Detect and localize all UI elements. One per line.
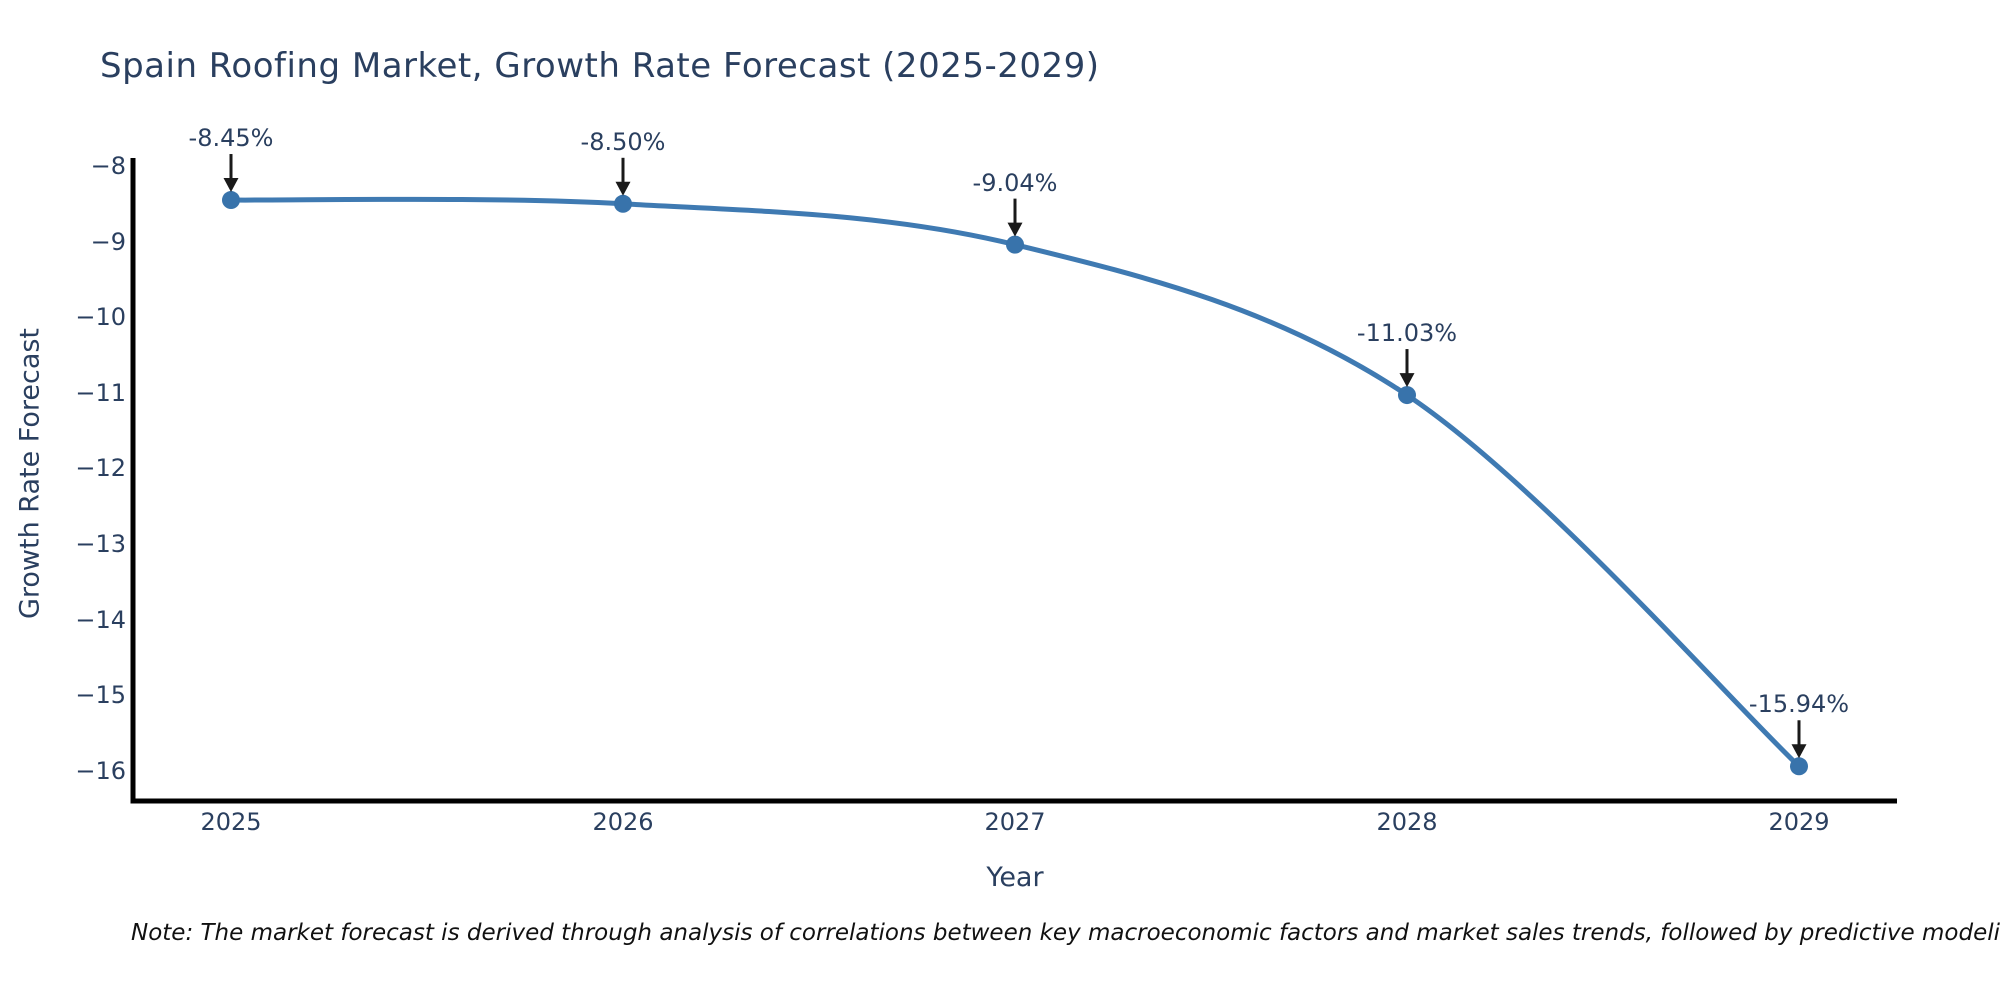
data-point-label: -8.45% — [188, 124, 274, 153]
y-tick-label: −15 — [75, 681, 126, 710]
x-tick-label: 2026 — [592, 808, 654, 836]
data-point-label: -9.04% — [972, 168, 1058, 197]
y-tick-label: −14 — [75, 605, 126, 634]
y-tick-label: −11 — [75, 378, 126, 407]
annotation-arrowhead — [1399, 373, 1415, 388]
data-point-marker — [1790, 757, 1808, 776]
x-axis-title: Year — [986, 862, 1044, 893]
y-tick-label: −8 — [90, 152, 126, 180]
data-point-label: -8.50% — [580, 127, 666, 156]
data-point-marker — [614, 194, 632, 213]
x-tick-label: 2027 — [984, 808, 1046, 836]
data-point-label: -15.94% — [1748, 690, 1850, 719]
chart-footnote: Note: The market forecast is derived thr… — [131, 920, 2000, 946]
data-point-marker — [222, 191, 240, 210]
annotation-arrowhead — [1791, 744, 1807, 759]
y-tick-label: −10 — [75, 303, 126, 332]
forecast-line — [228, 196, 1802, 769]
chart-title: Spain Roofing Market, Growth Rate Foreca… — [100, 46, 1100, 86]
y-tick-label: −9 — [90, 227, 126, 256]
annotation-arrowhead — [615, 181, 631, 196]
data-point-label: -11.03% — [1356, 319, 1458, 348]
y-tick-label: −13 — [75, 530, 126, 558]
annotation-arrowhead — [223, 178, 239, 193]
y-tick-label: −16 — [75, 756, 126, 785]
y-axis-title: Growth Rate Forecast — [14, 327, 46, 620]
x-tick-label: 2029 — [1768, 808, 1830, 836]
data-point-marker — [1398, 386, 1416, 405]
data-point-marker — [1006, 235, 1024, 254]
x-tick-label: 2028 — [1376, 808, 1438, 836]
annotation-arrowhead — [1007, 222, 1023, 237]
x-tick-label: 2025 — [200, 808, 262, 836]
y-tick-label: −12 — [75, 454, 126, 483]
